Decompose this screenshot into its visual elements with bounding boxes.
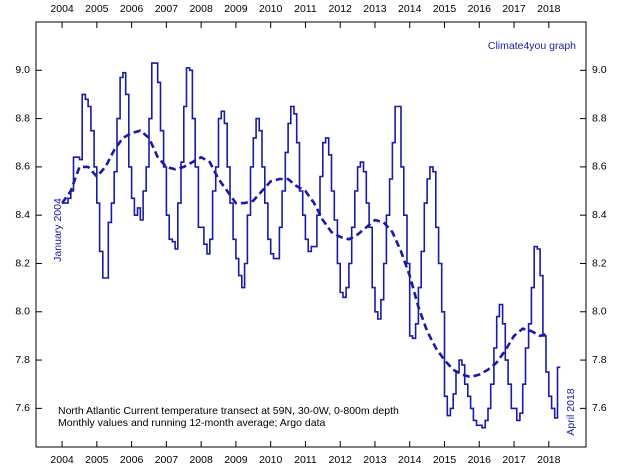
end-label: April 2018: [565, 388, 577, 435]
x-tick-label: 2018: [537, 454, 561, 466]
caption: North Atlantic Current temperature trans…: [58, 405, 399, 417]
y-tick-label: 7.6: [592, 402, 607, 414]
x-tick-label: 2011: [294, 3, 317, 15]
y-tick-label: 8.0: [15, 306, 30, 318]
x-tick-label: 2006: [120, 3, 144, 15]
x-tick-label: 2008: [189, 3, 213, 15]
y-tick-label: 9.0: [592, 64, 607, 76]
x-tick-label: 2010: [259, 454, 283, 466]
x-tick-label: 2009: [224, 454, 248, 466]
x-tick-label: 2016: [468, 454, 492, 466]
y-tick-label: 7.8: [15, 354, 30, 366]
x-tick-label: 2015: [433, 454, 457, 466]
x-tick-label: 2017: [502, 3, 526, 15]
x-tick-label: 2013: [363, 454, 387, 466]
x-tick-label: 2014: [398, 3, 422, 15]
monthly-line: [62, 62, 561, 429]
source-label: Climate4you graph: [488, 40, 576, 52]
x-tick-label: 2009: [224, 3, 248, 15]
y-tick-label: 7.8: [592, 354, 607, 366]
y-tick-label: 8.8: [15, 112, 30, 124]
x-tick-label: 2012: [329, 454, 353, 466]
y-tick-label: 8.2: [15, 257, 30, 269]
caption: Monthly values and running 12-month aver…: [58, 417, 326, 429]
x-tick-label: 2012: [329, 3, 353, 15]
y-tick-label: 7.6: [15, 402, 30, 414]
y-tick-label: 9.0: [15, 64, 30, 76]
x-tick-label: 2013: [363, 3, 387, 15]
plot-frame: [35, 21, 587, 448]
x-tick-label: 2018: [537, 3, 561, 15]
x-tick-label: 2017: [502, 454, 526, 466]
x-tick-label: 2004: [50, 454, 74, 466]
running-average: [61, 129, 550, 379]
y-tick-label: 8.4: [15, 209, 30, 221]
x-tick-label: 2005: [85, 454, 109, 466]
start-label: January 2004: [52, 198, 64, 262]
y-tick-label: 8.2: [592, 257, 607, 269]
x-tick-label: 2008: [189, 454, 213, 466]
y-tick-label: 8.4: [592, 209, 607, 221]
y-tick-label: 8.8: [592, 112, 607, 124]
y-tick-label: 8.6: [15, 161, 30, 173]
x-tick-label: 2015: [433, 3, 457, 15]
x-tick-label: 2016: [468, 3, 492, 15]
x-tick-label: 2007: [155, 3, 179, 15]
y-tick-label: 8.0: [592, 306, 607, 318]
x-tick-label: 2006: [120, 454, 144, 466]
x-tick-label: 2011: [294, 454, 317, 466]
x-tick-label: 2014: [398, 454, 422, 466]
x-tick-label: 2010: [259, 3, 283, 15]
x-tick-label: 2004: [50, 3, 74, 15]
y-tick-label: 8.6: [592, 161, 607, 173]
x-tick-label: 2005: [85, 3, 109, 15]
x-tick-label: 2007: [155, 454, 179, 466]
